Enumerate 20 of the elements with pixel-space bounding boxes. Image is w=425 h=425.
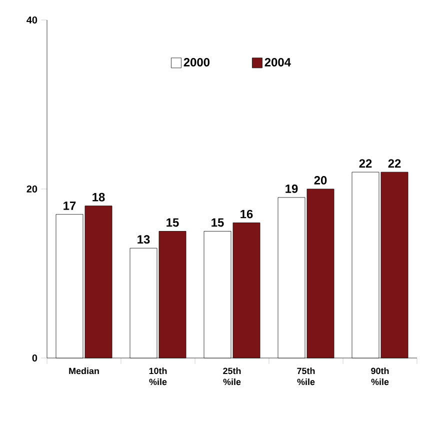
y-tick-label: 0 (32, 354, 38, 362)
x-tick-label: 10th %ile (149, 368, 167, 386)
legend-label: 2000 (184, 58, 210, 66)
x-tick-label: Median (69, 368, 99, 374)
legend-label: 2004 (264, 58, 291, 66)
data-label: 22 (359, 159, 372, 168)
data-label: 19 (286, 184, 298, 193)
data-label: 15 (212, 218, 224, 227)
y-tick-label: 20 (26, 185, 38, 193)
data-label: 13 (138, 235, 150, 244)
data-label: 22 (388, 159, 401, 168)
data-label: 15 (166, 218, 179, 227)
data-label: 18 (92, 192, 105, 202)
data-label: 16 (240, 210, 253, 218)
x-tick-label: 25th %ile (223, 368, 241, 386)
x-tick-label: 90th %ile (371, 368, 389, 386)
x-tick-label: 75th %ile (297, 368, 315, 386)
data-label: 17 (64, 202, 76, 210)
data-label: 20 (314, 176, 327, 184)
y-tick-label: 40 (26, 16, 38, 24)
